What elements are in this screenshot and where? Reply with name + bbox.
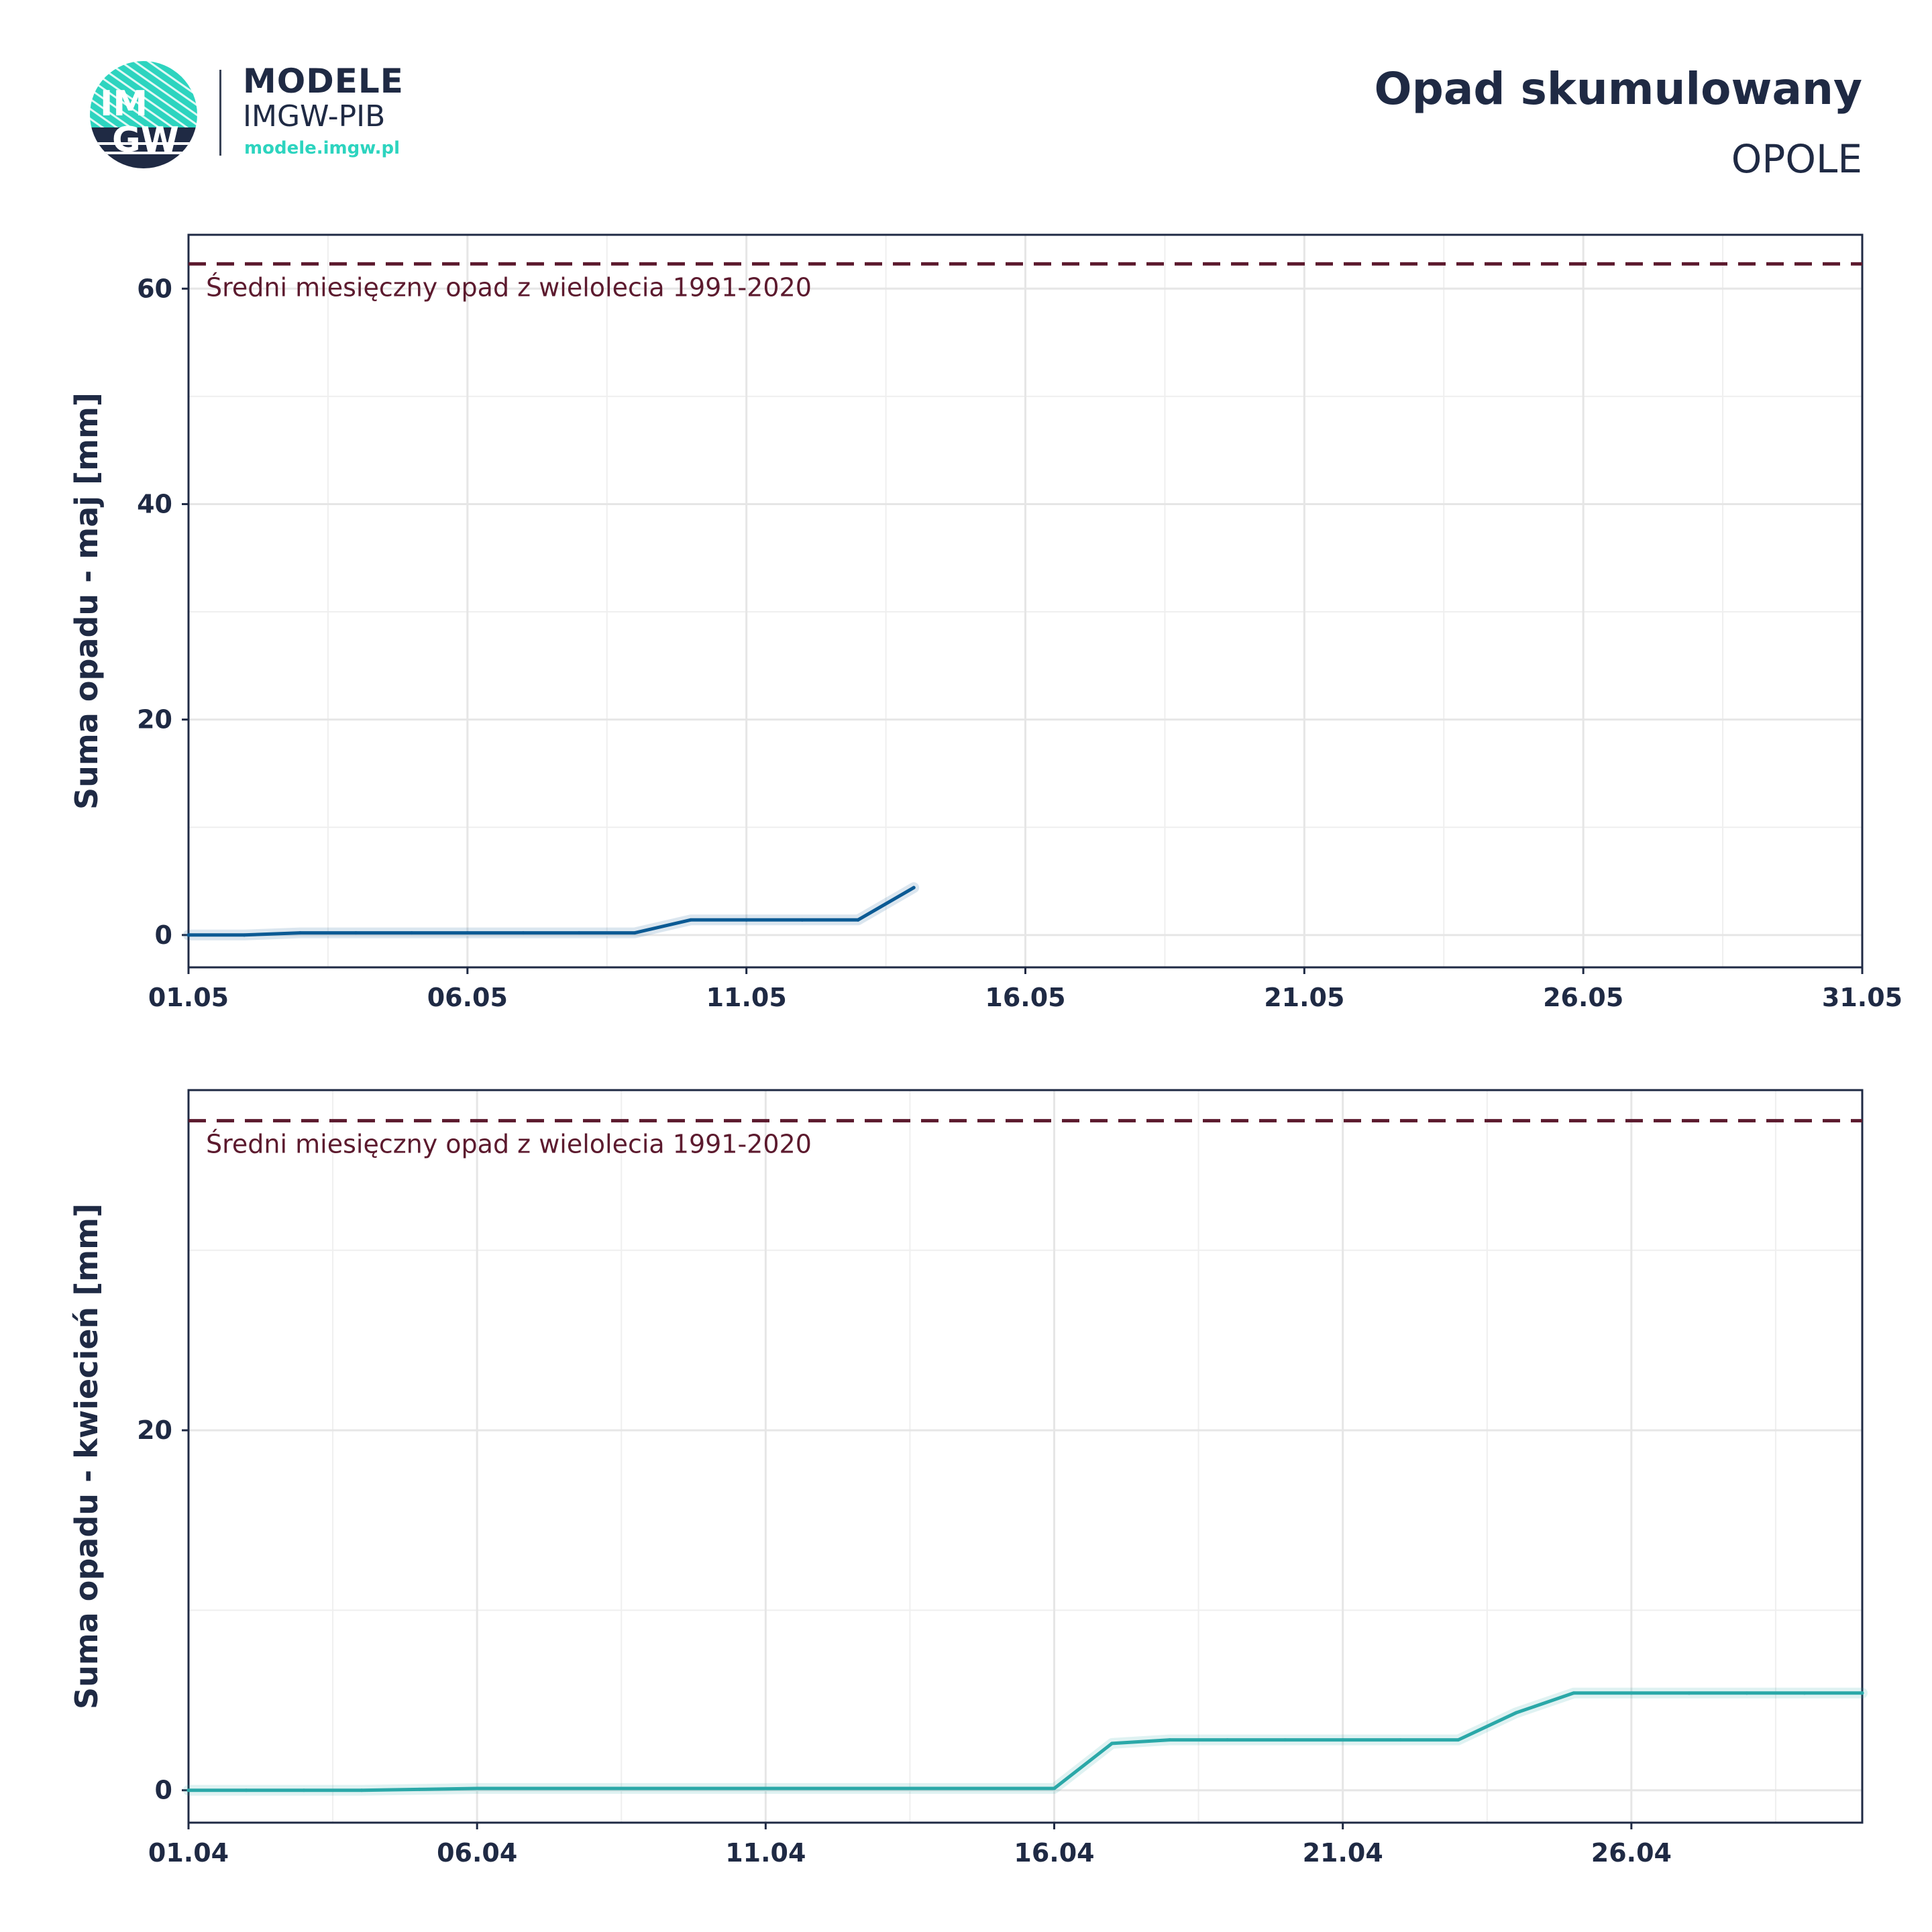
x-tick-label: 21.05 [1264, 983, 1344, 1012]
x-tick-label: 16.05 [985, 983, 1065, 1012]
y-tick-label: 40 [137, 489, 172, 519]
reference-label: Średni miesięczny opad z wielolecia 1991… [206, 1130, 812, 1159]
data-point [244, 1788, 248, 1792]
header: IM GW MODELE IMGW-PIB modele.imgw.pl Opa… [0, 0, 1932, 201]
data-point [1860, 1691, 1864, 1695]
series-band [183, 882, 920, 941]
data-point [360, 1788, 364, 1792]
y-tick-label: 0 [155, 1776, 172, 1805]
data-point [745, 918, 749, 922]
data-point [912, 885, 916, 890]
data-point [936, 1786, 941, 1790]
data-point [763, 1786, 767, 1790]
brand-url-link[interactable]: modele.imgw.pl [244, 138, 400, 158]
data-point [1168, 1738, 1172, 1742]
data-point [648, 1786, 652, 1790]
data-point [521, 931, 525, 935]
page-title: Opad skumulowany [1374, 63, 1862, 115]
data-point [800, 918, 804, 922]
data-point [879, 1786, 883, 1790]
data-point [577, 931, 581, 935]
data-point [186, 933, 191, 937]
brand-main: MODELE [243, 62, 404, 101]
series-band [183, 1687, 1868, 1796]
data-point [706, 1786, 710, 1790]
y-tick-label: 20 [137, 705, 172, 735]
series-line [186, 885, 916, 937]
x-tick-label: 01.05 [148, 983, 229, 1012]
y-axis-label: Suma opadu - maj [mm] [68, 392, 105, 810]
data-point [1629, 1691, 1633, 1695]
data-point [1803, 1691, 1807, 1695]
data-point [1110, 1741, 1114, 1746]
data-point [1053, 1786, 1057, 1790]
data-point [1514, 1711, 1518, 1715]
x-tick-label: 16.04 [1014, 1838, 1094, 1868]
data-point [1572, 1691, 1576, 1695]
brand-sub: IMGW-PIB [243, 99, 386, 133]
data-point [417, 1787, 421, 1791]
x-tick-label: 11.05 [706, 983, 787, 1012]
data-point [186, 1788, 191, 1792]
x-tick-label: 31.05 [1822, 983, 1902, 1012]
y-tick-label: 60 [137, 274, 172, 303]
data-point [821, 1786, 825, 1790]
data-point [466, 931, 470, 935]
chart-1: 01.05 06.05 11.05 16.05 21.05 26.05 31.05 0 20 40… [68, 233, 1902, 1012]
data-point [590, 1786, 594, 1790]
data-point [1745, 1691, 1749, 1695]
data-point [689, 918, 692, 922]
x-tick-label: 06.04 [437, 1838, 517, 1868]
x-tick-label: 06.05 [427, 983, 508, 1012]
logo-text-top: IM [100, 84, 148, 124]
station-name: OPOLE [1731, 136, 1862, 182]
x-tick-label: 26.04 [1591, 1838, 1672, 1868]
data-point [410, 931, 414, 935]
series-line [186, 1691, 1864, 1792]
imgw-logo: IM GW [90, 61, 197, 168]
reference-label: Średni miesięczny opad z wielolecia 1991… [206, 272, 812, 302]
x-tick-label: 01.04 [148, 1838, 229, 1868]
data-point [994, 1786, 998, 1790]
x-tick-label: 21.04 [1303, 1838, 1383, 1868]
x-tick-label: 11.04 [725, 1838, 806, 1868]
plot-frame [187, 233, 1864, 969]
data-point [1687, 1691, 1691, 1695]
plot-frame [187, 1089, 1864, 1824]
data-point [475, 1786, 479, 1790]
logo-text-bottom: GW [112, 120, 179, 160]
y-tick-label: 0 [155, 920, 172, 950]
data-point [633, 931, 637, 935]
data-point [1341, 1738, 1345, 1742]
data-point [354, 931, 358, 935]
data-point [298, 931, 302, 935]
data-point [1226, 1738, 1230, 1742]
data-point [1399, 1738, 1403, 1742]
data-point [1456, 1738, 1460, 1742]
data-point [533, 1786, 537, 1790]
data-point [302, 1788, 306, 1792]
y-axis-label: Suma opadu - kwiecień [mm] [68, 1203, 105, 1709]
logo-divider [219, 70, 221, 156]
data-point [1283, 1738, 1287, 1742]
x-tick-label: 26.05 [1543, 983, 1623, 1012]
chart-2: 01.04 06.04 11.04 16.04 21.04 26.04 0 20 Średni … [68, 1089, 1868, 1868]
y-tick-label: 20 [137, 1415, 172, 1445]
data-point [856, 918, 860, 922]
data-point [242, 933, 246, 937]
